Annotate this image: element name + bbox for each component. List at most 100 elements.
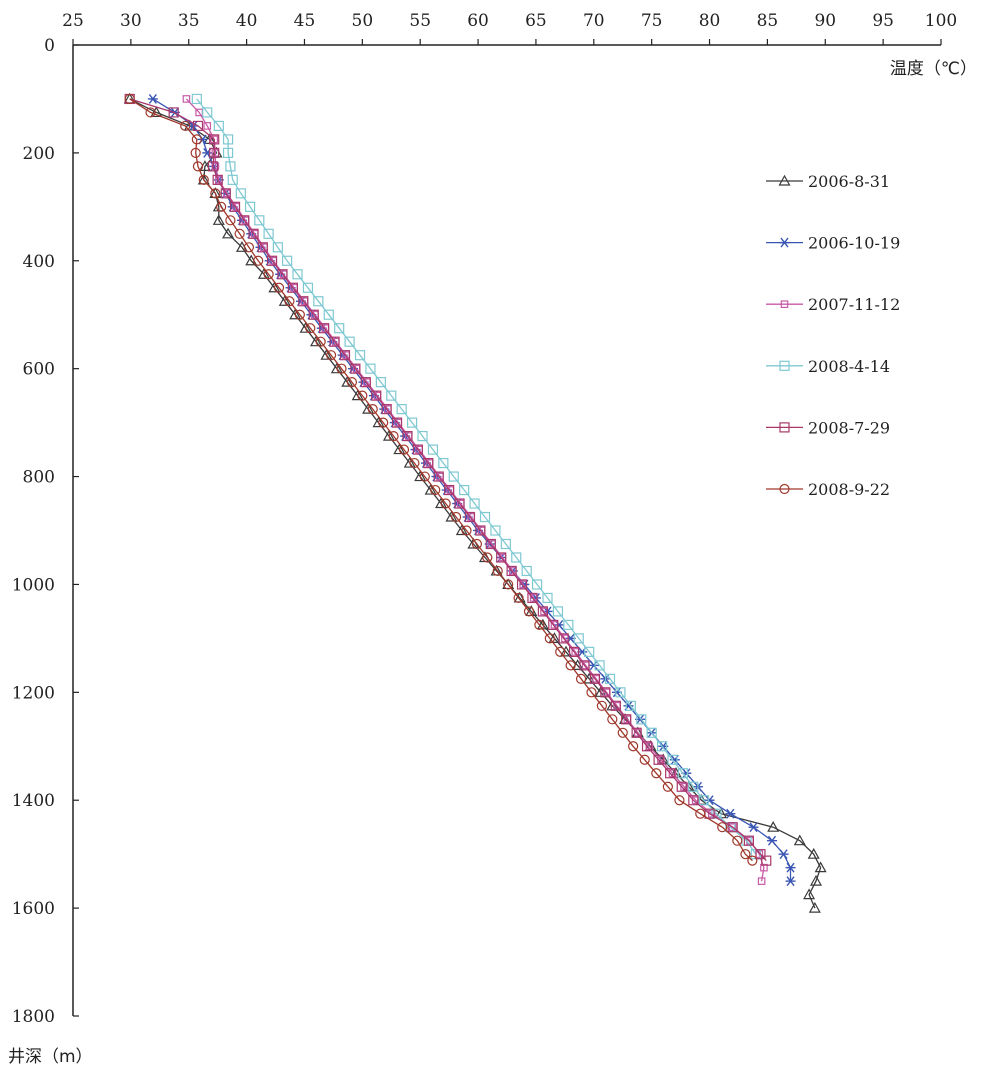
data-point bbox=[412, 444, 423, 455]
data-point bbox=[440, 498, 451, 509]
x-tick-label: 60 bbox=[467, 11, 489, 31]
data-point bbox=[656, 741, 668, 752]
data-point bbox=[372, 416, 385, 428]
legend-label: 2008-7-29 bbox=[808, 418, 890, 437]
data-point bbox=[807, 847, 820, 859]
data-point bbox=[145, 107, 156, 118]
y-tick-label: 1400 bbox=[12, 791, 55, 811]
data-point bbox=[192, 120, 204, 132]
x-axis-title: 温度（℃） bbox=[890, 59, 977, 79]
data-point bbox=[287, 282, 298, 293]
data-point bbox=[727, 822, 738, 833]
data-point bbox=[469, 498, 480, 509]
data-point bbox=[475, 525, 486, 536]
y-tick-label: 1000 bbox=[12, 575, 55, 595]
data-point bbox=[779, 422, 790, 433]
data-point bbox=[325, 350, 337, 361]
legend-label: 2006-8-31 bbox=[808, 172, 890, 191]
data-point bbox=[299, 321, 312, 333]
data-point bbox=[229, 201, 241, 212]
data-point bbox=[482, 552, 493, 563]
data-point bbox=[767, 835, 778, 846]
data-point bbox=[589, 673, 601, 684]
data-point bbox=[604, 673, 616, 684]
x-tick-label: 95 bbox=[872, 11, 894, 31]
data-point bbox=[282, 255, 293, 266]
data-point bbox=[803, 888, 816, 900]
data-point bbox=[814, 861, 827, 873]
y-axis-ticks: 0 200 400 600 800 1000 1200 1400 1600 1800 bbox=[12, 36, 79, 1027]
data-point bbox=[227, 174, 238, 185]
data-point bbox=[263, 228, 274, 239]
data-point bbox=[631, 727, 642, 738]
data-point bbox=[191, 93, 202, 105]
data-point bbox=[403, 456, 416, 468]
data-point bbox=[313, 296, 324, 307]
series-group bbox=[123, 92, 827, 913]
data-point bbox=[767, 820, 780, 832]
data-point bbox=[809, 874, 823, 886]
data-point bbox=[191, 134, 202, 145]
series-2 bbox=[147, 94, 796, 887]
data-point bbox=[586, 687, 597, 698]
data-point bbox=[639, 754, 650, 765]
data-point bbox=[150, 106, 163, 118]
legend-item: 2008-7-29 bbox=[766, 418, 890, 437]
data-point bbox=[688, 795, 699, 806]
data-point bbox=[584, 646, 595, 657]
y-tick-label: 200 bbox=[23, 144, 55, 164]
data-point bbox=[212, 214, 225, 225]
data-point bbox=[225, 215, 236, 226]
data-point bbox=[552, 606, 564, 617]
data-point bbox=[461, 525, 472, 536]
y-tick-label: 800 bbox=[23, 468, 55, 488]
data-point bbox=[323, 309, 334, 320]
series-6 bbox=[124, 93, 758, 866]
legend-label: 2008-9-22 bbox=[808, 480, 890, 499]
data-point bbox=[209, 134, 220, 145]
data-point bbox=[292, 269, 303, 280]
data-point bbox=[124, 93, 135, 105]
data-point bbox=[521, 565, 532, 577]
data-point bbox=[168, 107, 179, 118]
data-point bbox=[396, 404, 407, 415]
data-point bbox=[244, 201, 256, 212]
data-point bbox=[740, 849, 751, 860]
data-point bbox=[234, 228, 245, 239]
data-point bbox=[459, 484, 470, 496]
data-point bbox=[388, 430, 399, 442]
x-tick-label: 70 bbox=[583, 11, 605, 31]
legend: 2006-8-31 2006-10-19 2007-11-12 2008-4-14 20… bbox=[766, 172, 900, 499]
data-point bbox=[315, 336, 326, 347]
data-point bbox=[676, 781, 687, 792]
data-point bbox=[674, 795, 685, 806]
data-point bbox=[294, 309, 305, 320]
data-point bbox=[537, 606, 548, 617]
data-point bbox=[367, 404, 378, 415]
data-point bbox=[211, 162, 220, 171]
x-tick-label: 65 bbox=[525, 11, 547, 31]
data-point bbox=[220, 188, 231, 199]
data-point bbox=[222, 134, 234, 145]
series-4 bbox=[191, 93, 761, 860]
data-point bbox=[371, 390, 382, 401]
data-point bbox=[575, 673, 587, 684]
data-point bbox=[386, 390, 397, 401]
data-point bbox=[216, 201, 227, 212]
y-tick-label: 1200 bbox=[12, 683, 55, 703]
data-point bbox=[445, 510, 458, 522]
data-point bbox=[454, 498, 465, 509]
legend-item: 2006-10-19 bbox=[766, 234, 900, 253]
data-point bbox=[490, 525, 501, 536]
series-1 bbox=[123, 92, 827, 913]
data-point bbox=[393, 443, 406, 455]
x-tick-label: 25 bbox=[62, 11, 84, 31]
data-point bbox=[779, 360, 790, 371]
data-point bbox=[615, 687, 626, 698]
data-point bbox=[511, 552, 522, 563]
data-point bbox=[500, 538, 511, 550]
data-point bbox=[651, 768, 662, 779]
data-point bbox=[351, 389, 364, 401]
x-tick-label: 100 bbox=[925, 11, 957, 31]
data-point bbox=[569, 646, 580, 657]
